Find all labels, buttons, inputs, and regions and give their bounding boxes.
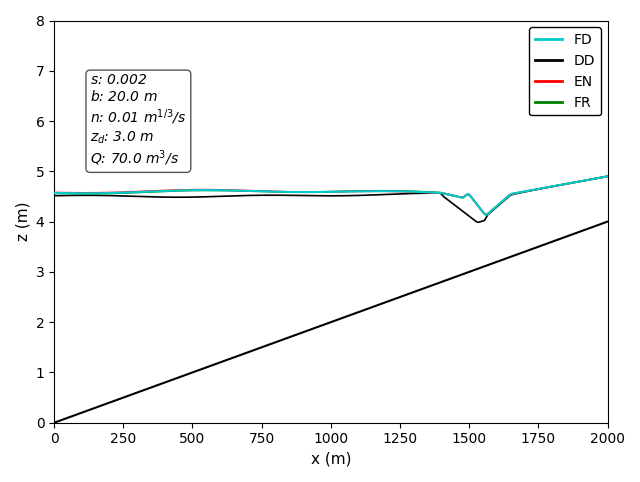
FR <box>51 190 58 196</box>
EN <box>604 174 611 179</box>
EN <box>483 212 490 217</box>
DD <box>380 192 387 198</box>
FD <box>349 188 357 194</box>
EN <box>316 189 324 195</box>
Line: FD: FD <box>54 176 607 214</box>
EN <box>51 189 58 195</box>
DD <box>591 175 599 181</box>
Legend: FD, DD, EN, FR: FD, DD, EN, FR <box>529 27 600 115</box>
X-axis label: x (m): x (m) <box>310 452 351 467</box>
FR <box>316 189 324 195</box>
EN <box>591 176 599 182</box>
Y-axis label: z (m): z (m) <box>15 202 30 241</box>
Text: $s$: 0.002
$b$: 20.0 m
$n$: 0.01 m$^{1/3}$/s
$z_d$: 3.0 m
$Q$: 70.0 m$^3$/s: $s$: 0.002 $b$: 20.0 m $n$: 0.01 m$^{1/3… <box>90 73 187 168</box>
DD <box>604 174 611 179</box>
FD <box>313 189 321 195</box>
FR <box>483 212 490 217</box>
FD <box>483 212 490 217</box>
DD <box>51 193 58 199</box>
FD <box>505 193 513 199</box>
FD <box>380 188 387 194</box>
FR <box>380 188 387 194</box>
DD <box>474 219 481 225</box>
FR <box>505 193 513 199</box>
FD <box>604 174 611 179</box>
EN <box>313 189 321 195</box>
FD <box>51 190 58 196</box>
EN <box>505 193 513 199</box>
Line: DD: DD <box>54 176 607 222</box>
DD <box>349 193 357 199</box>
FD <box>591 175 599 181</box>
Line: FR: FR <box>54 176 607 214</box>
EN <box>349 188 357 194</box>
FR <box>604 173 611 179</box>
DD <box>505 194 513 200</box>
DD <box>316 193 324 199</box>
FR <box>313 189 321 195</box>
EN <box>380 188 387 194</box>
FR <box>591 175 599 181</box>
Line: EN: EN <box>54 176 607 214</box>
FD <box>316 189 324 195</box>
DD <box>313 193 321 199</box>
FR <box>349 188 357 194</box>
